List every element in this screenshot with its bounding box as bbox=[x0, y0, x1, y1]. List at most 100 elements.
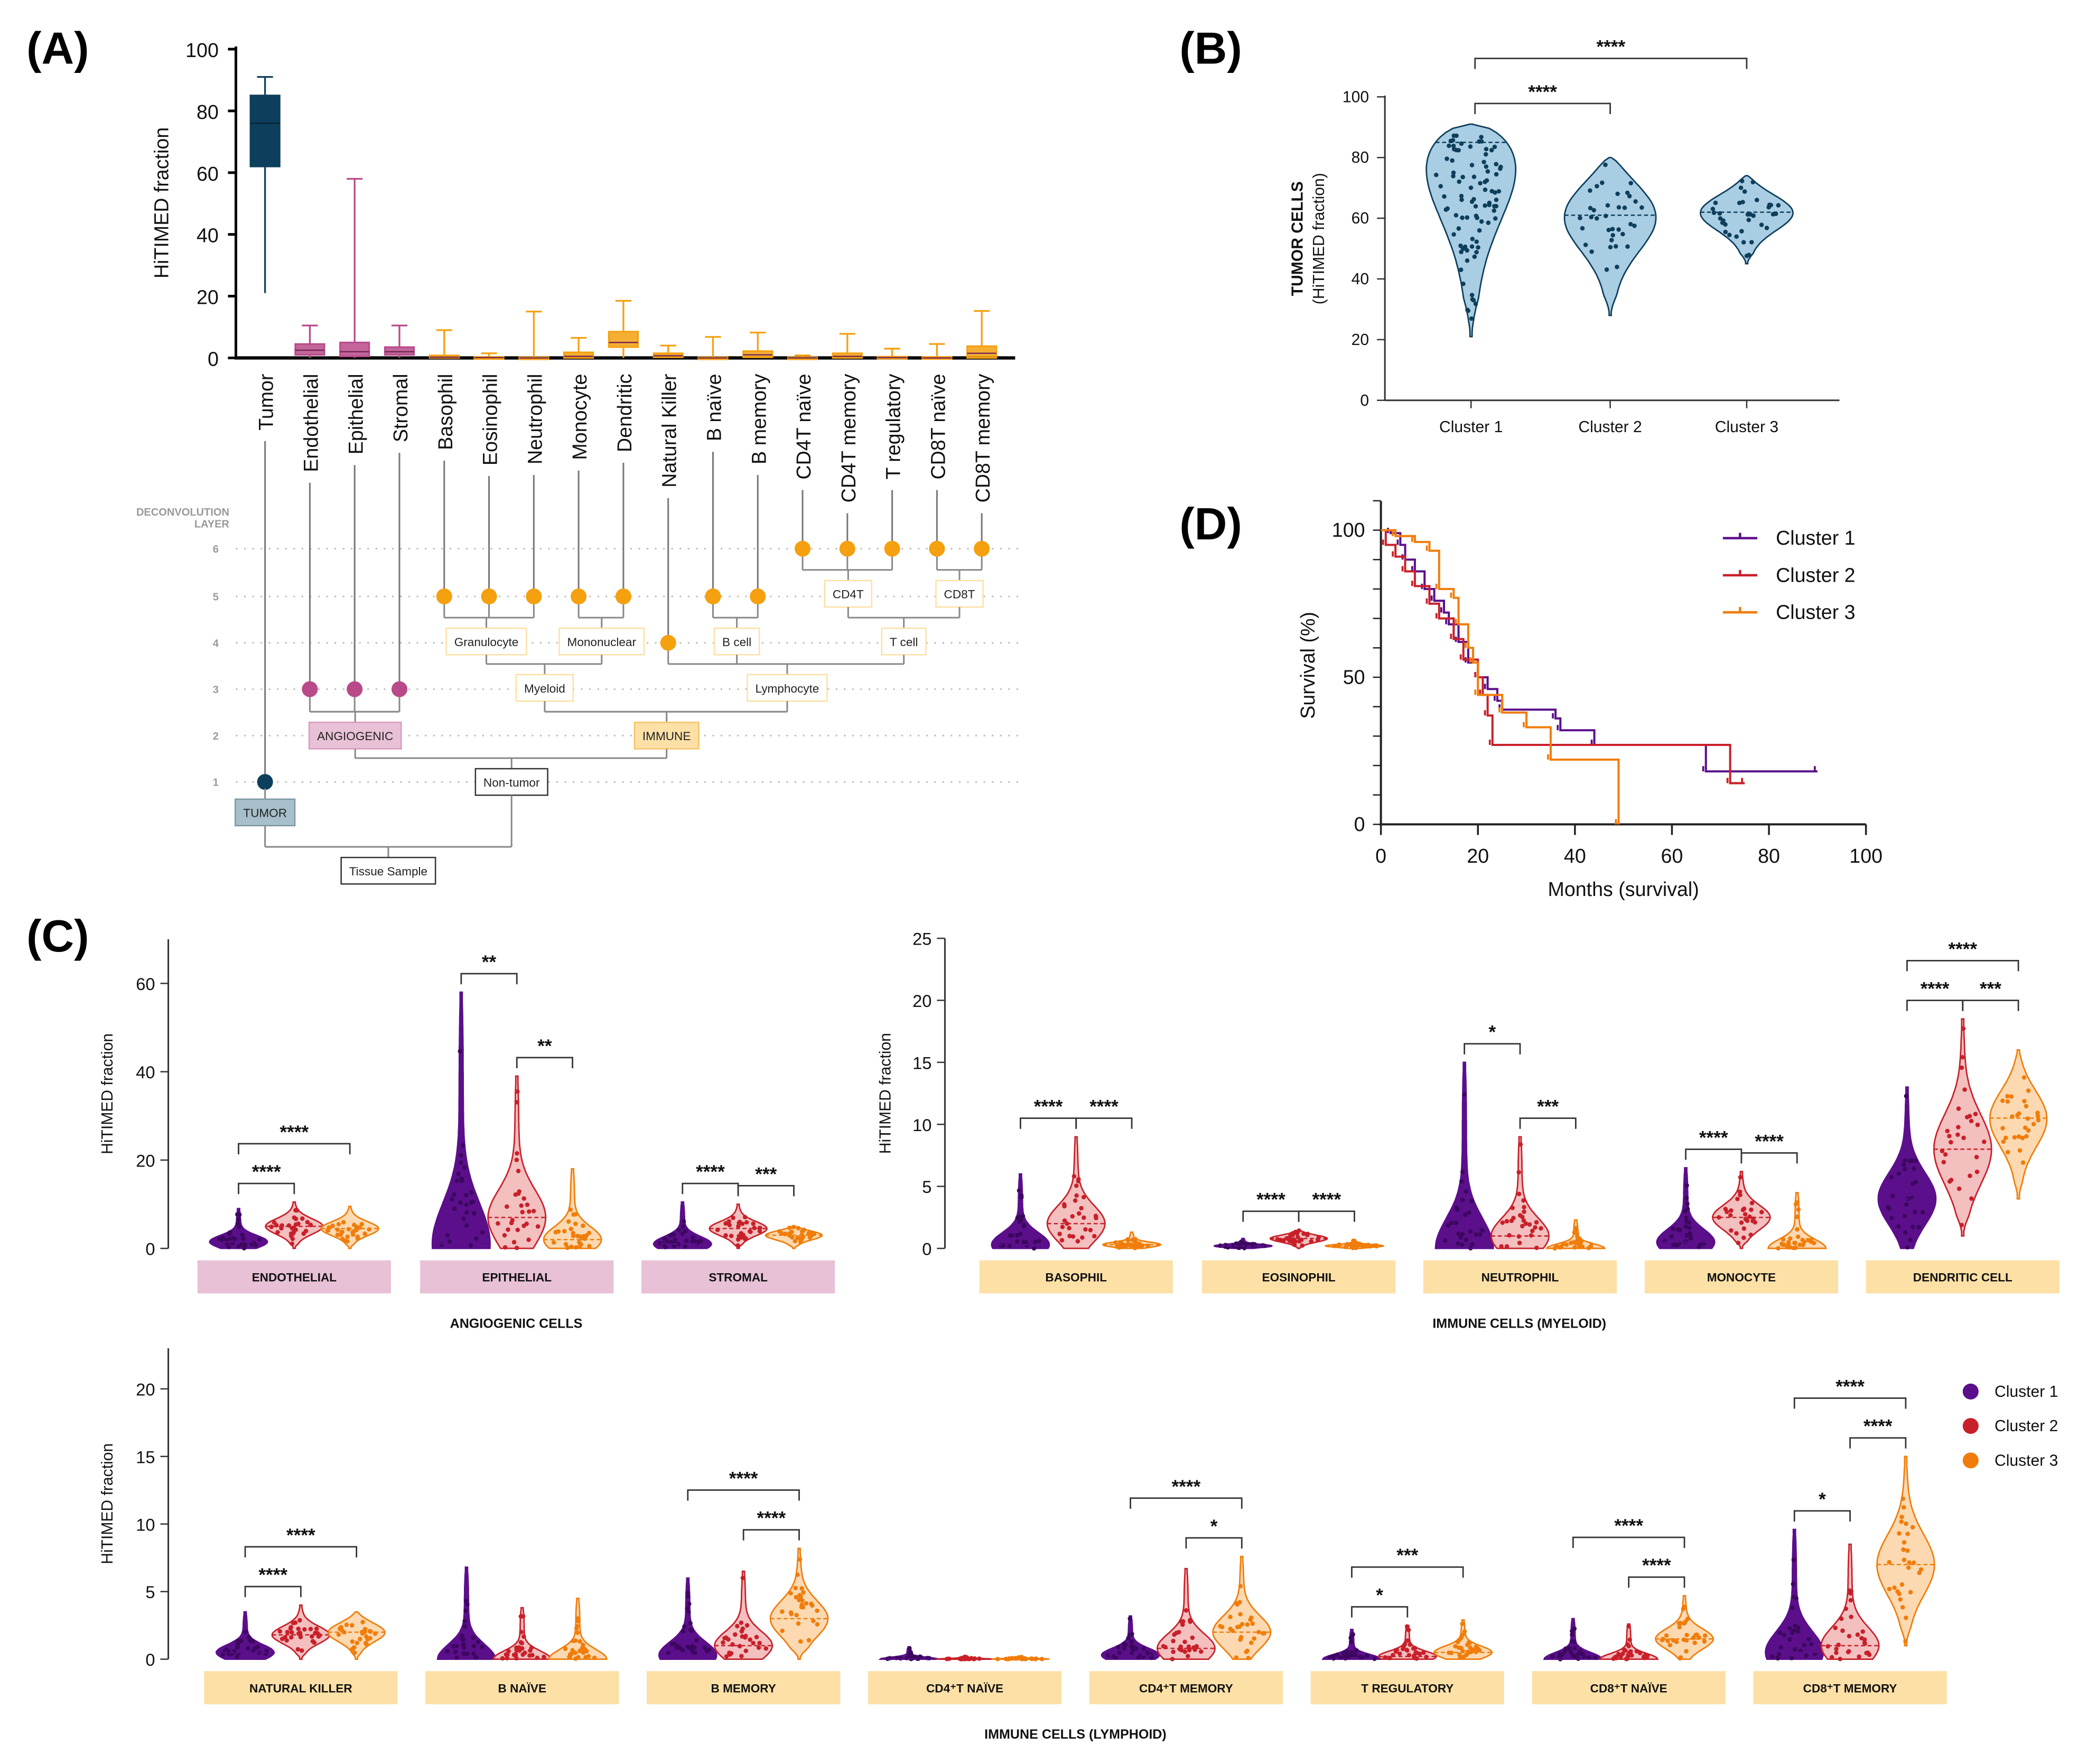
data-point bbox=[672, 1239, 677, 1244]
data-point bbox=[1469, 316, 1474, 321]
data-point bbox=[516, 1191, 521, 1196]
significance-label: *** bbox=[1980, 979, 2001, 1000]
box-10 bbox=[697, 336, 729, 360]
data-point bbox=[1899, 1519, 1904, 1524]
bracket bbox=[238, 1182, 295, 1194]
data-point bbox=[279, 1636, 285, 1641]
data-point bbox=[1615, 191, 1620, 197]
data-point bbox=[1472, 254, 1477, 259]
data-point bbox=[587, 1244, 592, 1248]
y-tick-label: 20 bbox=[197, 286, 219, 309]
data-point bbox=[1116, 1645, 1121, 1649]
group-7: *********CD8⁺T MEMORY bbox=[1753, 1376, 1947, 1704]
data-point bbox=[228, 1230, 232, 1235]
data-point bbox=[1759, 222, 1764, 227]
x-axis-label: Months (survival) bbox=[1548, 878, 1699, 900]
data-point bbox=[1896, 1224, 1901, 1229]
data-point bbox=[570, 1648, 575, 1653]
data-point bbox=[815, 1622, 820, 1627]
data-point bbox=[1248, 1615, 1254, 1620]
data-point bbox=[721, 1640, 725, 1645]
data-point bbox=[1595, 184, 1599, 189]
data-point bbox=[358, 1637, 362, 1641]
leaf-node bbox=[929, 540, 945, 557]
data-point bbox=[1468, 144, 1473, 149]
box-6 bbox=[518, 311, 549, 360]
data-point bbox=[576, 1240, 582, 1245]
data-point bbox=[681, 1219, 686, 1224]
violin-cluster-3 bbox=[1876, 1455, 1935, 1647]
data-point bbox=[464, 1598, 469, 1603]
panel-group-title: IMMUNE CELLS (LYMPHOID) bbox=[984, 1727, 1167, 1742]
data-point bbox=[1669, 1234, 1674, 1239]
data-point bbox=[573, 1221, 578, 1226]
data-point bbox=[1729, 1208, 1734, 1213]
data-point bbox=[1281, 1238, 1287, 1243]
data-point bbox=[1916, 1225, 1921, 1230]
data-point bbox=[1572, 1654, 1578, 1659]
data-point bbox=[1031, 1246, 1037, 1251]
data-point bbox=[1855, 1632, 1860, 1637]
data-point bbox=[1781, 1237, 1786, 1242]
data-point bbox=[308, 1222, 313, 1227]
data-point bbox=[731, 1215, 735, 1220]
legend-label: Cluster 2 bbox=[1995, 1417, 2058, 1435]
data-point bbox=[1940, 1149, 1945, 1153]
data-point bbox=[686, 1610, 691, 1614]
data-point bbox=[236, 1217, 241, 1222]
y-axis-label: HiTIMED fraction bbox=[99, 1033, 116, 1154]
panel-label-a: (A) bbox=[26, 24, 89, 74]
y-tick-label: 60 bbox=[136, 974, 155, 994]
group-2: **** **** B MEMORY bbox=[647, 1468, 841, 1704]
data-point bbox=[733, 1632, 738, 1637]
data-point bbox=[793, 1238, 798, 1244]
data-point bbox=[236, 1244, 241, 1249]
data-point bbox=[542, 1655, 546, 1659]
node-tumor: TUMOR bbox=[234, 788, 296, 827]
significance-bracket: **** bbox=[1298, 1190, 1355, 1222]
bracket bbox=[1572, 1536, 1685, 1548]
group-0: **** **** BASOPHIL bbox=[979, 1097, 1173, 1294]
data-point bbox=[514, 1245, 519, 1250]
data-point bbox=[1126, 1636, 1131, 1641]
group-label-box bbox=[641, 1260, 835, 1294]
data-point bbox=[1786, 1242, 1791, 1247]
data-point bbox=[339, 1625, 343, 1630]
data-point bbox=[795, 1572, 800, 1577]
data-point bbox=[801, 1590, 806, 1595]
y-tick-label: 5 bbox=[145, 1582, 155, 1602]
node-box bbox=[445, 627, 527, 656]
data-point bbox=[279, 1226, 284, 1231]
data-point bbox=[502, 1233, 507, 1238]
data-point bbox=[794, 1595, 799, 1600]
violin-cluster-1 bbox=[1765, 1528, 1824, 1661]
data-point bbox=[1908, 1237, 1913, 1243]
data-point bbox=[995, 1657, 1000, 1662]
data-point bbox=[1745, 212, 1750, 217]
node-label: ANGIOGENIC bbox=[317, 730, 393, 743]
data-point bbox=[1961, 1026, 1966, 1031]
data-point bbox=[293, 1216, 299, 1221]
data-point bbox=[1802, 1642, 1806, 1648]
data-point bbox=[1111, 1654, 1116, 1659]
data-point bbox=[1633, 199, 1638, 204]
data-point bbox=[1638, 1650, 1643, 1656]
data-point bbox=[1787, 1626, 1792, 1631]
data-point bbox=[1628, 181, 1633, 185]
data-point bbox=[456, 1171, 461, 1177]
data-point bbox=[569, 1226, 574, 1231]
data-point bbox=[581, 1650, 586, 1655]
data-point bbox=[1967, 1114, 1972, 1118]
data-point bbox=[454, 1644, 459, 1648]
y-tick-label: 80 bbox=[1352, 149, 1369, 166]
data-point bbox=[756, 1645, 761, 1650]
box bbox=[966, 345, 998, 359]
data-point bbox=[1397, 1651, 1402, 1656]
data-point bbox=[1899, 1515, 1904, 1519]
data-point bbox=[473, 1655, 478, 1659]
data-point bbox=[910, 1654, 915, 1659]
data-point bbox=[551, 1240, 556, 1245]
data-point bbox=[1684, 1215, 1689, 1220]
data-point bbox=[1113, 1240, 1118, 1245]
data-point bbox=[1122, 1641, 1127, 1647]
